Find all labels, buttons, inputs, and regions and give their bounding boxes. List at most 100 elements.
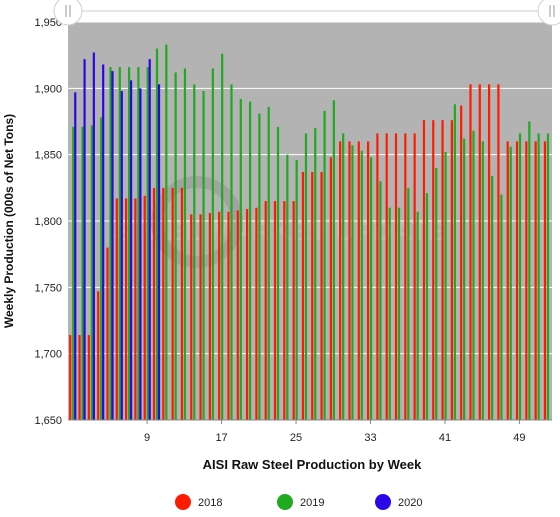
bar-2018-week-20[interactable] xyxy=(246,209,249,420)
bar-2018-week-34[interactable] xyxy=(376,133,379,420)
bar-2018-week-50[interactable] xyxy=(525,141,528,420)
bar-2019-week-38[interactable] xyxy=(416,211,419,420)
bar-2019-week-41[interactable] xyxy=(444,152,447,420)
bar-2019-week-32[interactable] xyxy=(360,150,363,421)
bar-2019-week-22[interactable] xyxy=(267,106,270,420)
bar-2019-week-23[interactable] xyxy=(276,126,280,420)
bar-2019-week-18[interactable] xyxy=(230,84,233,420)
bar-2020-week-10[interactable] xyxy=(157,84,161,420)
bar-2018-week-22[interactable] xyxy=(264,201,267,420)
bar-2018-week-47[interactable] xyxy=(497,84,500,420)
bar-2019-week-26[interactable] xyxy=(304,133,308,420)
bar-2019-week-51[interactable] xyxy=(537,133,540,420)
bar-2018-week-3[interactable] xyxy=(87,335,90,420)
bar-2018-week-4[interactable] xyxy=(97,291,100,420)
bar-2018-week-17[interactable] xyxy=(218,211,221,420)
bar-2020-week-9[interactable] xyxy=(148,59,151,420)
bar-2019-week-33[interactable] xyxy=(370,157,373,420)
bar-2020-week-3[interactable] xyxy=(92,52,95,420)
bar-2018-week-36[interactable] xyxy=(394,133,398,420)
bar-2019-week-3[interactable] xyxy=(90,125,93,420)
bar-2019-week-11[interactable] xyxy=(165,44,168,420)
bar-2018-week-30[interactable] xyxy=(339,141,342,420)
bar-2019-week-37[interactable] xyxy=(407,187,410,420)
bar-2019-week-43[interactable] xyxy=(463,138,466,420)
bar-2018-week-37[interactable] xyxy=(404,133,407,420)
bar-2019-week-49[interactable] xyxy=(518,133,522,420)
bar-2019-week-21[interactable] xyxy=(258,113,261,420)
bar-2019-week-39[interactable] xyxy=(425,193,429,420)
bar-2018-week-6[interactable] xyxy=(115,198,118,420)
range-slider-left-handle[interactable] xyxy=(53,0,83,26)
bar-2020-week-2[interactable] xyxy=(83,59,86,420)
bar-2019-week-36[interactable] xyxy=(397,207,401,420)
bar-2019-week-34[interactable] xyxy=(379,181,382,420)
bar-2018-week-43[interactable] xyxy=(460,105,463,420)
bar-2019-week-29[interactable] xyxy=(332,100,335,421)
bar-2019-week-30[interactable] xyxy=(342,133,345,420)
bar-2018-week-2[interactable] xyxy=(78,335,81,420)
legend-item-2018[interactable]: 2018 xyxy=(175,494,222,510)
legend-item-2020[interactable]: 2020 xyxy=(375,494,422,510)
bar-2019-week-13[interactable] xyxy=(183,68,187,420)
bar-2018-week-12[interactable] xyxy=(171,187,174,420)
bar-2018-week-42[interactable] xyxy=(450,120,453,420)
bar-2018-week-38[interactable] xyxy=(413,133,416,420)
bar-2018-week-25[interactable] xyxy=(292,201,295,420)
bar-2020-week-5[interactable] xyxy=(111,71,114,420)
bar-2018-week-11[interactable] xyxy=(162,187,165,420)
bar-2018-week-13[interactable] xyxy=(180,187,184,420)
bar-2019-week-1[interactable] xyxy=(72,126,75,420)
range-slider-right-handle[interactable] xyxy=(537,0,560,26)
bar-2020-week-6[interactable] xyxy=(120,90,123,420)
bar-2018-week-52[interactable] xyxy=(543,141,547,420)
bar-2020-week-7[interactable] xyxy=(130,80,133,420)
bar-2019-week-52[interactable] xyxy=(546,133,550,420)
bar-2019-week-17[interactable] xyxy=(221,53,224,421)
bar-2019-week-9[interactable] xyxy=(146,67,149,421)
bar-2018-week-24[interactable] xyxy=(283,201,286,420)
legend-item-2019[interactable]: 2019 xyxy=(277,494,324,510)
bar-2018-week-40[interactable] xyxy=(432,120,435,420)
bar-2019-week-5[interactable] xyxy=(109,67,112,421)
bar-2019-week-42[interactable] xyxy=(453,104,456,421)
bar-2019-week-27[interactable] xyxy=(314,128,317,420)
bar-2019-week-31[interactable] xyxy=(351,145,354,420)
bar-2018-week-32[interactable] xyxy=(357,141,360,420)
bar-2018-week-27[interactable] xyxy=(311,171,314,420)
bar-2019-week-12[interactable] xyxy=(174,72,177,420)
bar-2018-week-35[interactable] xyxy=(385,133,388,420)
bar-2019-week-28[interactable] xyxy=(323,110,326,421)
bar-2019-week-6[interactable] xyxy=(118,67,121,421)
bar-2018-week-29[interactable] xyxy=(329,157,332,420)
bar-2018-week-28[interactable] xyxy=(320,171,323,420)
bar-2018-week-48[interactable] xyxy=(506,141,509,420)
bar-2018-week-21[interactable] xyxy=(255,207,258,420)
bar-2018-week-19[interactable] xyxy=(236,210,239,420)
bar-2019-week-10[interactable] xyxy=(155,48,159,421)
bar-2019-week-40[interactable] xyxy=(435,167,438,420)
bar-2019-week-45[interactable] xyxy=(481,141,484,420)
bar-2018-week-15[interactable] xyxy=(199,214,202,420)
bar-2019-week-15[interactable] xyxy=(202,90,205,420)
bar-2018-week-31[interactable] xyxy=(348,141,351,420)
bar-2019-week-14[interactable] xyxy=(193,84,196,420)
bar-2019-week-24[interactable] xyxy=(286,154,289,420)
bar-2018-week-10[interactable] xyxy=(152,187,156,420)
bar-2019-week-2[interactable] xyxy=(81,126,84,420)
bar-2019-week-35[interactable] xyxy=(388,207,391,420)
bar-2018-week-1[interactable] xyxy=(69,335,72,420)
bar-2020-week-4[interactable] xyxy=(102,64,105,420)
bar-2018-week-26[interactable] xyxy=(301,171,305,420)
bar-2018-week-5[interactable] xyxy=(106,247,109,420)
bar-2019-week-16[interactable] xyxy=(211,68,214,420)
legend[interactable]: 2018 2019 2020 xyxy=(175,494,422,510)
bar-2019-week-8[interactable] xyxy=(137,67,140,421)
bar-2018-week-18[interactable] xyxy=(227,211,230,420)
bar-2019-week-46[interactable] xyxy=(491,175,494,420)
bar-2020-week-8[interactable] xyxy=(139,88,142,420)
bar-2019-week-50[interactable] xyxy=(528,121,531,421)
bar-2019-week-4[interactable] xyxy=(100,117,103,421)
bar-2018-week-51[interactable] xyxy=(534,141,537,420)
bar-2019-week-7[interactable] xyxy=(128,67,131,421)
